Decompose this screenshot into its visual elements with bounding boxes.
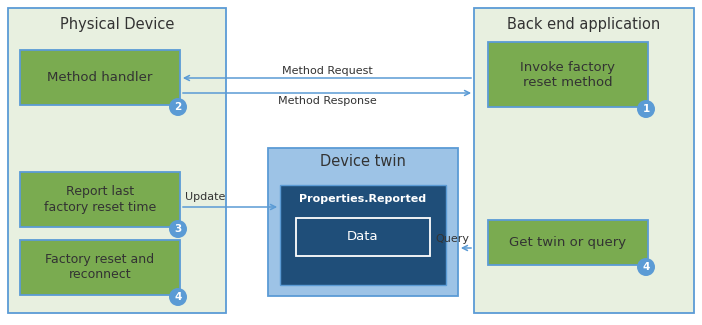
- Text: Method handler: Method handler: [47, 71, 153, 84]
- Text: 4: 4: [642, 262, 649, 272]
- Text: Get twin or query: Get twin or query: [510, 236, 627, 249]
- Text: Data: Data: [347, 230, 379, 243]
- Text: 3: 3: [174, 224, 182, 234]
- Text: Method Request: Method Request: [282, 66, 372, 76]
- Circle shape: [637, 100, 655, 118]
- Circle shape: [169, 98, 187, 116]
- Circle shape: [169, 220, 187, 238]
- Text: 4: 4: [174, 292, 182, 302]
- Bar: [296, 218, 430, 256]
- Bar: [8, 8, 226, 313]
- Circle shape: [637, 258, 655, 276]
- Text: Physical Device: Physical Device: [60, 17, 174, 32]
- Bar: [488, 220, 648, 265]
- Bar: [488, 42, 648, 107]
- Text: Back end application: Back end application: [508, 17, 661, 32]
- Text: Properties.Reported: Properties.Reported: [300, 194, 427, 204]
- Bar: [20, 172, 180, 227]
- Text: Invoke factory
reset method: Invoke factory reset method: [520, 60, 616, 88]
- Text: Factory reset and
reconnect: Factory reset and reconnect: [46, 254, 154, 281]
- Text: Device twin: Device twin: [320, 154, 406, 170]
- Bar: [20, 240, 180, 295]
- Circle shape: [169, 288, 187, 306]
- Text: 1: 1: [642, 104, 649, 114]
- Text: Method Response: Method Response: [277, 96, 376, 106]
- Bar: [474, 8, 694, 313]
- Bar: [268, 148, 458, 296]
- Text: Update: Update: [185, 192, 225, 202]
- Text: Query: Query: [435, 234, 469, 244]
- Text: 2: 2: [174, 102, 182, 112]
- Bar: [280, 185, 446, 285]
- Text: Report last
factory reset time: Report last factory reset time: [44, 186, 156, 214]
- Bar: [20, 50, 180, 105]
